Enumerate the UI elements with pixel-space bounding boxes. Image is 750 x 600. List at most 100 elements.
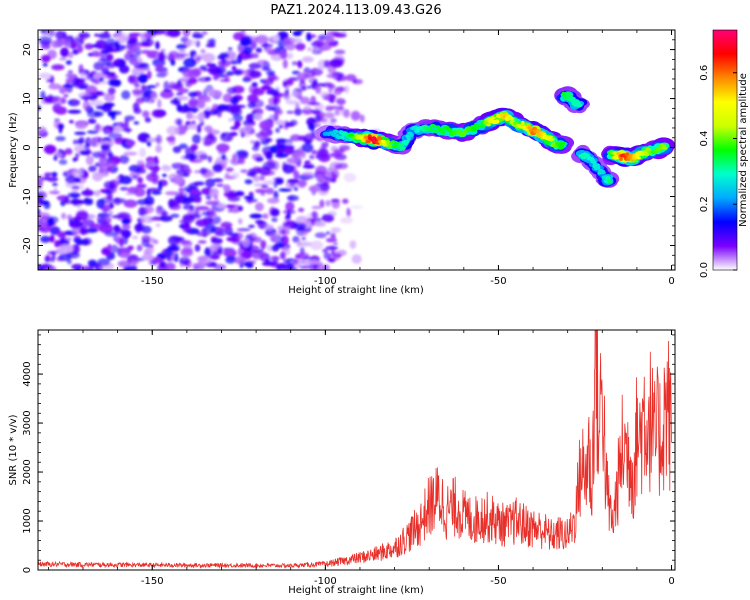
heatmap-cell <box>325 237 338 243</box>
heatmap-cell <box>336 135 343 140</box>
heatmap-cell <box>365 139 372 144</box>
heatmap-cell <box>292 258 299 265</box>
heatmap-cell <box>71 244 80 254</box>
heatmap-cell <box>104 30 109 35</box>
heatmap-cell <box>471 127 477 132</box>
heatmap-xtick-label: -150 <box>141 276 164 287</box>
heatmap-cell <box>440 130 446 135</box>
colorbar-tick-label: 0.0 <box>699 262 710 278</box>
heatmap-cell <box>100 66 108 73</box>
heatmap-cell <box>241 250 253 260</box>
heatmap-cell <box>89 99 104 107</box>
heatmap-cell <box>166 256 172 262</box>
heatmap-cell <box>38 212 51 221</box>
heatmap-cell <box>107 111 117 117</box>
heatmap-cell <box>303 74 315 78</box>
heatmap-cell <box>205 200 219 206</box>
snr-ytick-label: 1000 <box>22 508 33 533</box>
heatmap-cell <box>254 202 264 212</box>
heatmap-cell <box>240 169 249 173</box>
heatmap-cell <box>176 118 182 126</box>
heatmap-cell <box>95 39 107 50</box>
heatmap-cell <box>135 229 141 234</box>
heatmap-cell <box>96 173 110 177</box>
heatmap-cell <box>302 171 315 178</box>
heatmap-cell <box>63 94 69 98</box>
heatmap-cell <box>68 220 83 229</box>
heatmap-cell <box>84 200 93 206</box>
heatmap-cell <box>183 168 192 175</box>
heatmap-cell <box>447 128 453 133</box>
heatmap-cell <box>260 192 266 196</box>
heatmap-cell <box>223 248 237 258</box>
heatmap-frame <box>37 29 676 271</box>
heatmap-cell <box>198 255 212 265</box>
snr-xtick-label: -50 <box>490 576 506 587</box>
heatmap-cell <box>142 110 150 118</box>
heatmap-cell <box>97 32 111 39</box>
heatmap-cell <box>151 257 163 264</box>
heatmap-cell <box>297 231 308 237</box>
heatmap-cell <box>165 191 179 196</box>
heatmap-cell <box>238 218 243 225</box>
heatmap-cell <box>40 90 46 101</box>
heatmap-cell <box>145 244 154 249</box>
heatmap-cell <box>209 254 220 260</box>
heatmap-cell <box>298 207 305 213</box>
heatmap-cell <box>96 198 105 209</box>
heatmap-cell <box>433 129 439 133</box>
heatmap-cell <box>494 119 500 124</box>
heatmap-cell <box>292 222 307 230</box>
heatmap-cells <box>38 30 675 270</box>
heatmap-cell <box>151 190 162 195</box>
heatmap-cell <box>329 58 344 68</box>
heatmap-cell <box>160 211 169 216</box>
heatmap-cell <box>70 41 77 50</box>
heatmap-cell <box>172 146 182 154</box>
heatmap-cell <box>118 58 125 68</box>
heatmap-cell <box>120 175 132 185</box>
heatmap-cell <box>84 143 90 150</box>
heatmap-cell <box>349 240 357 249</box>
heatmap-cell <box>307 102 321 106</box>
heatmap-cell <box>48 83 62 90</box>
heatmap-cell <box>102 149 109 156</box>
heatmap-cell <box>485 123 491 127</box>
heatmap-cell <box>228 47 233 51</box>
heatmap-cell <box>255 157 264 162</box>
heatmap-cell <box>118 212 131 219</box>
heatmap-cell <box>90 142 100 147</box>
heatmap-cell <box>141 92 152 103</box>
heatmap-cell <box>252 87 265 96</box>
heatmap-cell <box>70 192 80 198</box>
heatmap-cell <box>79 71 87 79</box>
heatmap-cell <box>661 146 668 150</box>
heatmap-cell <box>73 237 83 244</box>
heatmap-cell <box>298 81 307 89</box>
heatmap-cell <box>332 129 339 134</box>
heatmap-ytick-label: -20 <box>22 237 33 253</box>
heatmap-cell <box>49 257 55 263</box>
heatmap-cell <box>295 252 310 260</box>
heatmap-cell <box>290 134 302 142</box>
heatmap-cell <box>54 30 65 40</box>
heatmap-cell <box>321 141 329 148</box>
heatmap-cell <box>282 221 288 228</box>
heatmap-cell <box>265 151 273 160</box>
heatmap-cell <box>276 142 281 146</box>
heatmap-cell <box>359 114 365 123</box>
heatmap-cell <box>310 34 317 38</box>
heatmap-cell <box>479 125 486 128</box>
heatmap-cell <box>599 169 606 175</box>
heatmap-cell <box>74 131 87 136</box>
heatmap-cell <box>319 199 325 208</box>
heatmap-cell <box>296 72 309 81</box>
heatmap-cell <box>197 76 211 83</box>
heatmap-cell <box>201 31 208 35</box>
heatmap-cell <box>136 244 143 252</box>
heatmap-cell <box>205 110 220 116</box>
heatmap-cell <box>163 30 174 37</box>
heatmap-cell <box>119 186 129 191</box>
heatmap-cell <box>98 58 105 62</box>
heatmap-cell <box>286 157 301 165</box>
